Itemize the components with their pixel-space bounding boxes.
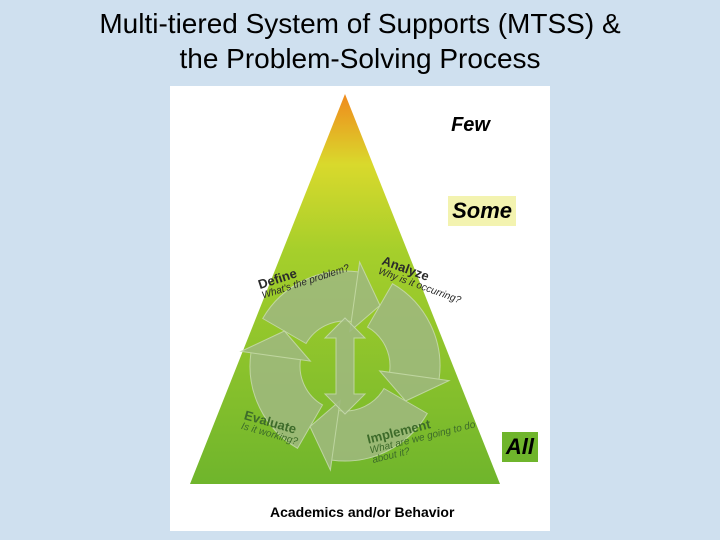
slide-title: Multi-tiered System of Supports (MTSS) &… <box>0 0 720 76</box>
mtss-figure: Few Some All Define What's the problem? … <box>170 86 550 531</box>
title-line-1: Multi-tiered System of Supports (MTSS) & <box>99 8 620 39</box>
figure-caption: Academics and/or Behavior <box>270 504 454 520</box>
problem-solving-cycle <box>170 86 550 531</box>
slide: Multi-tiered System of Supports (MTSS) &… <box>0 0 720 540</box>
tier-label-some: Some <box>448 196 516 226</box>
tier-label-few: Few <box>447 112 494 139</box>
tier-label-all: All <box>502 432 538 462</box>
title-line-2: the Problem-Solving Process <box>179 43 540 74</box>
